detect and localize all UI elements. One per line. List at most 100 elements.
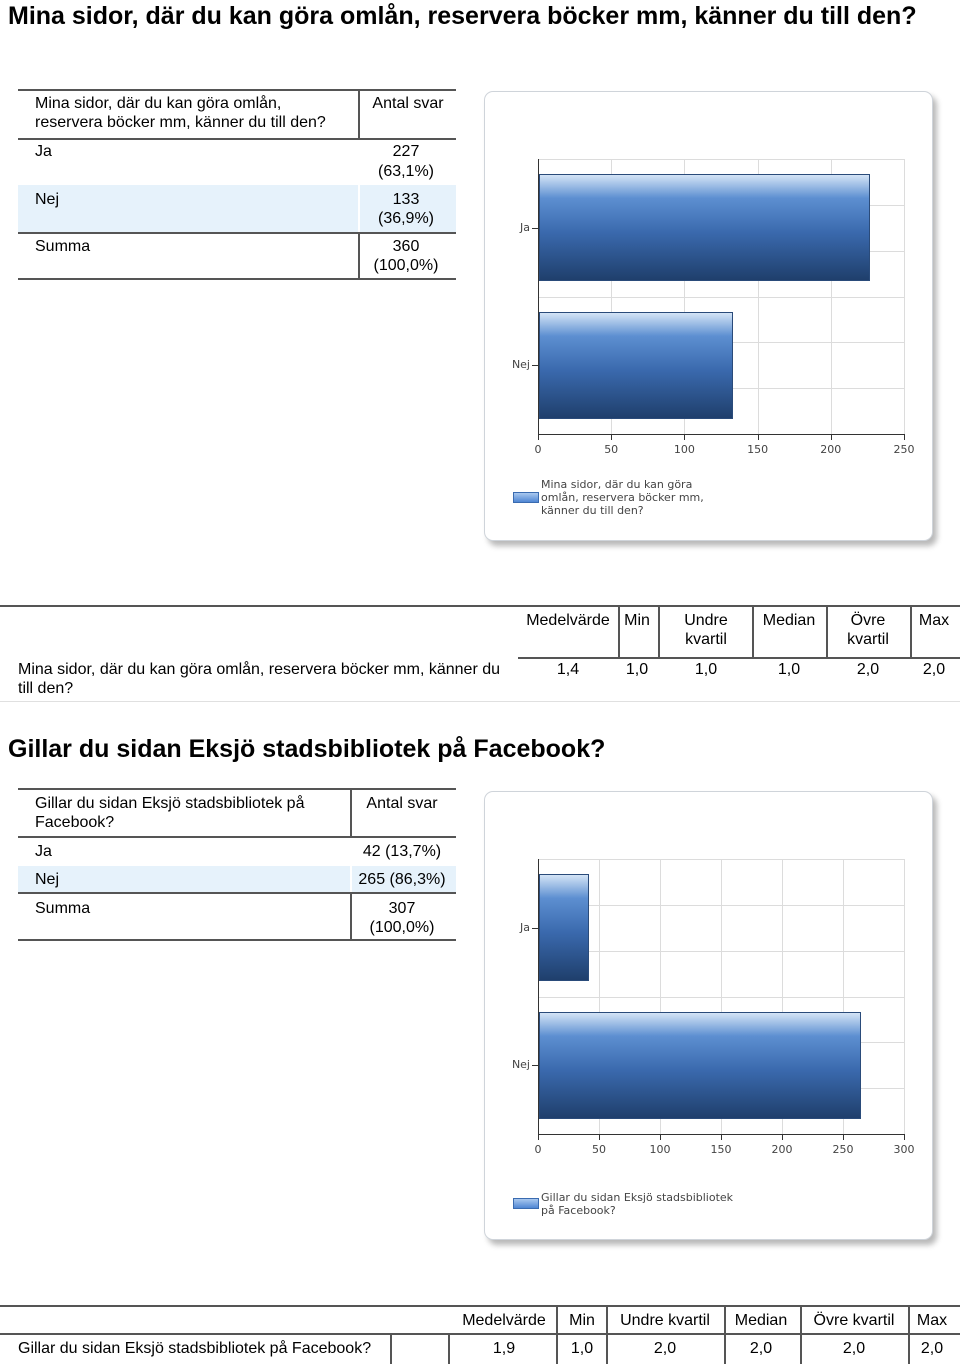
chart2-gridline <box>538 859 904 860</box>
column-divider <box>448 1333 450 1364</box>
cell-gap <box>350 866 352 892</box>
legend-swatch <box>513 492 539 503</box>
stats-header: Median <box>762 612 816 629</box>
stats-header: Median <box>734 1312 788 1329</box>
row-label-summa: Summa <box>35 238 91 255</box>
legend-line: Gillar du sidan Eksjö stadsbibliotek <box>541 1191 734 1204</box>
chart1-x-tick <box>830 434 832 440</box>
table-rule <box>18 939 456 941</box>
stats-header: Max <box>918 612 950 629</box>
column-divider <box>358 232 360 280</box>
chart1-x-tick <box>757 434 759 440</box>
chart1-bar-nej <box>539 311 733 419</box>
stats-value: 1,4 <box>556 661 580 678</box>
column-divider <box>910 605 912 657</box>
stats-header: Medelvärde <box>462 1312 546 1329</box>
chart1-bar-ja <box>539 174 871 282</box>
chart2-x-tick <box>782 1134 783 1140</box>
chart1-gridline <box>538 159 904 160</box>
column-divider <box>350 892 352 940</box>
question-header: Gillar du sidan Eksjö stadsbibliotek på … <box>35 795 305 831</box>
chart1-y-tick-label: Nej <box>511 358 530 372</box>
stats-value: 1,0 <box>625 661 649 678</box>
stats-value: 2,0 <box>856 661 880 678</box>
row-pct-summa: (100,0%) <box>369 919 435 936</box>
count-header: Antal svar <box>372 95 444 112</box>
section1-chart-panel: 0 50 100 150 200 250 Ja Nej Mina sidor, där du … <box>484 91 933 541</box>
stats-value: 2,0 <box>653 1340 677 1357</box>
row-background <box>18 185 456 232</box>
column-divider <box>390 1333 392 1364</box>
chart1-x-tick <box>904 434 905 440</box>
stats-header: Medelvärde <box>526 612 610 629</box>
table-rule <box>18 232 456 234</box>
chart2-x-tick-label: 100 <box>649 1143 671 1156</box>
chart2-gridline <box>538 904 904 906</box>
column-divider <box>556 1305 558 1364</box>
stats-value: 1,0 <box>777 661 801 678</box>
chart2-bar-ja <box>539 874 590 982</box>
chart1-y-tick <box>532 365 538 367</box>
stats-row-label: Mina sidor, där du kan göra omlån, reser… <box>18 661 501 697</box>
chart1-gridline <box>538 296 904 298</box>
column-divider <box>800 1305 802 1364</box>
chart2-x-tick-label: 50 <box>592 1143 606 1156</box>
table-rule <box>0 1305 960 1307</box>
chart1-x-tick-label: 200 <box>820 443 842 456</box>
row-count-summa: 307 <box>388 900 416 917</box>
stats-value: 1,0 <box>694 661 718 678</box>
chart2-x-tick <box>843 1134 844 1140</box>
table-rule <box>0 1333 960 1335</box>
stats-header: Min <box>624 612 650 629</box>
chart1-x-tick-label: 150 <box>747 443 769 456</box>
section1-plot-area: 0 50 100 150 200 250 Ja Nej <box>512 159 915 456</box>
table-rule <box>18 278 456 280</box>
row-label-nej: Nej <box>35 871 60 888</box>
chart1-y-axis <box>538 159 539 434</box>
section2-heading: Gillar du sidan Eksjö stadsbibliotek på … <box>8 735 606 763</box>
row-count-ja: 227 <box>392 143 420 160</box>
chart2-y-tick-label: Ja <box>520 920 530 934</box>
stats-value: 2,0 <box>749 1340 773 1357</box>
row-value-nej: 265 (86,3%) <box>358 871 446 888</box>
chart1-x-tick <box>684 434 686 440</box>
table-rule <box>0 701 960 702</box>
chart1-x-tick <box>538 434 539 440</box>
table-rule <box>18 89 456 91</box>
column-divider <box>752 605 754 657</box>
chart2-x-tick <box>660 1134 661 1140</box>
row-label-ja: Ja <box>35 843 52 860</box>
legend-swatch <box>513 1198 539 1209</box>
row-label-nej: Nej <box>35 191 60 208</box>
column-divider <box>724 1305 726 1364</box>
chart2-x-tick-label: 200 <box>771 1143 793 1156</box>
chart1-x-tick-label: 250 <box>893 443 915 456</box>
table-rule <box>18 138 456 140</box>
stats-header: Övre kvartil <box>813 1312 895 1329</box>
stats-value: 2,0 <box>920 1340 944 1357</box>
chart2-x-tick <box>599 1134 600 1140</box>
row-pct-ja: (63,1%) <box>377 163 435 180</box>
stats-row-label: Gillar du sidan Eksjö stadsbibliotek på … <box>18 1340 372 1357</box>
stats-header: Min <box>569 1312 595 1329</box>
chart1-x-tick-label: 100 <box>673 443 695 456</box>
count-header: Antal svar <box>366 795 438 812</box>
column-divider <box>350 788 352 837</box>
chart2-gridline <box>904 859 905 1134</box>
chart2-x-axis <box>538 1134 904 1135</box>
legend-line: Mina sidor, där du kan göra <box>541 478 693 491</box>
table-rule <box>18 788 456 790</box>
chart2-gridline <box>538 950 904 952</box>
stats-header: Undre kvartil <box>620 1312 710 1329</box>
chart2-gridline <box>538 996 904 998</box>
stats-value: 1,0 <box>570 1340 594 1357</box>
chart1-y-tick-label: Ja <box>520 220 530 234</box>
column-divider <box>908 1305 910 1364</box>
stats-header: Undre kvartil <box>684 612 728 648</box>
chart1-y-tick <box>532 227 538 229</box>
stats-value: 1,9 <box>492 1340 516 1357</box>
chart2-y-axis <box>538 859 539 1134</box>
table-rule <box>0 605 960 607</box>
row-pct-summa: (100,0%) <box>373 257 439 274</box>
row-background <box>18 866 456 892</box>
